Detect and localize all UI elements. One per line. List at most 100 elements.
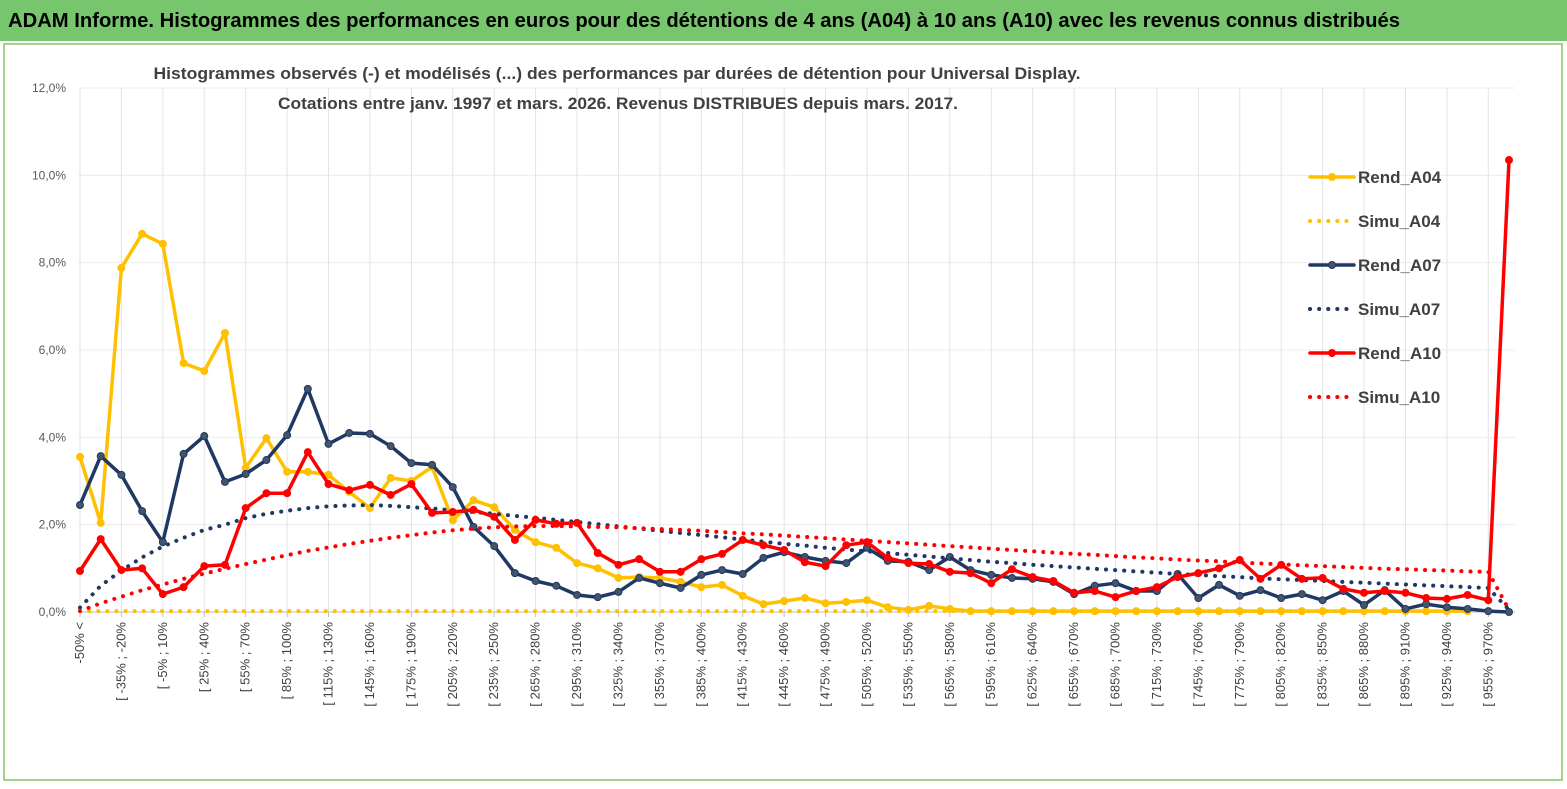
data-point bbox=[365, 480, 374, 489]
y-tick-label: 8,0% bbox=[39, 256, 67, 270]
observed-line bbox=[78, 158, 1511, 602]
data-point bbox=[303, 448, 312, 457]
data-point bbox=[531, 538, 540, 547]
x-tick-label: [ -35% ; -20% bbox=[113, 622, 128, 701]
x-tick-label: [ 325% ; 340% bbox=[610, 622, 625, 707]
data-point bbox=[1463, 604, 1472, 613]
data-point bbox=[469, 496, 478, 505]
data-point bbox=[1152, 583, 1161, 592]
x-tick-label: [ 85% ; 100% bbox=[279, 622, 294, 700]
data-point bbox=[676, 567, 685, 576]
x-tick-label: [ 265% ; 280% bbox=[528, 622, 543, 707]
legend-label: Simu_A10 bbox=[1358, 388, 1440, 407]
x-tick-label: [ 355% ; 370% bbox=[652, 622, 667, 707]
data-point bbox=[117, 263, 126, 272]
data-point bbox=[179, 359, 188, 368]
y-tick-label: 4,0% bbox=[39, 430, 67, 444]
data-point bbox=[1505, 156, 1513, 165]
data-point bbox=[448, 516, 457, 525]
data-point bbox=[718, 549, 727, 558]
data-point bbox=[821, 599, 830, 608]
data-point bbox=[800, 594, 809, 603]
data-point bbox=[531, 515, 540, 524]
data-point bbox=[842, 541, 851, 550]
data-point bbox=[593, 549, 602, 558]
data-point bbox=[738, 535, 747, 544]
data-point bbox=[552, 581, 561, 590]
simulated-line bbox=[78, 524, 1511, 614]
data-point bbox=[283, 431, 292, 440]
data-point bbox=[780, 597, 789, 606]
x-tick-label: [ 595% ; 610% bbox=[983, 622, 998, 707]
data-point bbox=[614, 573, 623, 582]
x-tick-label: [ 685% ; 700% bbox=[1108, 622, 1123, 707]
data-point bbox=[925, 559, 934, 568]
data-point bbox=[1401, 588, 1410, 597]
y-tick-label: 0,0% bbox=[39, 605, 67, 619]
legend-label: Simu_A07 bbox=[1358, 300, 1440, 319]
data-point bbox=[1132, 587, 1141, 596]
data-point bbox=[303, 384, 312, 393]
data-point bbox=[655, 579, 664, 588]
data-point bbox=[345, 486, 354, 495]
data-point bbox=[1090, 587, 1099, 596]
data-point bbox=[1463, 590, 1472, 599]
data-point bbox=[987, 579, 996, 588]
data-point bbox=[407, 480, 416, 489]
data-point bbox=[158, 538, 167, 547]
data-point bbox=[573, 518, 582, 527]
data-point bbox=[1484, 607, 1493, 616]
x-tick-label: [ 925% ; 940% bbox=[1439, 622, 1454, 707]
data-point bbox=[76, 501, 84, 510]
data-point bbox=[987, 570, 996, 579]
data-point bbox=[1111, 593, 1120, 602]
data-point bbox=[1194, 569, 1203, 578]
data-point bbox=[96, 518, 105, 527]
data-point bbox=[158, 590, 167, 599]
data-point bbox=[428, 508, 437, 517]
data-point bbox=[883, 603, 892, 612]
data-point bbox=[676, 583, 685, 592]
data-point bbox=[324, 470, 333, 479]
data-point bbox=[241, 504, 250, 513]
data-point bbox=[925, 601, 934, 610]
data-point bbox=[1070, 588, 1079, 597]
y-tick-label: 6,0% bbox=[39, 343, 67, 357]
data-point bbox=[1318, 573, 1327, 582]
data-point bbox=[862, 596, 871, 605]
data-point bbox=[552, 543, 561, 552]
chart-subtitle: Cotations entre janv. 1997 et mars. 2026… bbox=[278, 94, 958, 113]
chart-title: Histogrammes observés (-) et modélisés (… bbox=[154, 64, 1081, 83]
data-point bbox=[1215, 564, 1224, 573]
data-point bbox=[76, 566, 84, 575]
x-tick-label: [ 505% ; 520% bbox=[859, 622, 874, 707]
x-tick-label: [ 475% ; 490% bbox=[818, 622, 833, 707]
data-point bbox=[324, 439, 333, 448]
data-point bbox=[448, 508, 457, 517]
data-point bbox=[1401, 604, 1410, 613]
data-point bbox=[220, 477, 229, 486]
data-point bbox=[345, 428, 354, 437]
data-point bbox=[655, 567, 664, 576]
data-point bbox=[1049, 576, 1058, 585]
data-point bbox=[573, 559, 582, 568]
data-point bbox=[138, 507, 147, 516]
x-tick-label: [ 205% ; 220% bbox=[445, 622, 460, 707]
simulated-line bbox=[78, 503, 1511, 612]
data-point bbox=[96, 535, 105, 544]
data-point bbox=[283, 489, 292, 498]
legend-label: Simu_A04 bbox=[1358, 212, 1441, 231]
data-point bbox=[1505, 608, 1513, 616]
data-point bbox=[1442, 594, 1451, 603]
data-point bbox=[490, 512, 499, 521]
x-tick-label: [ 865% ; 880% bbox=[1356, 622, 1371, 707]
data-point bbox=[759, 541, 768, 550]
data-point bbox=[324, 480, 333, 489]
data-point bbox=[262, 456, 271, 465]
x-tick-label: [ 25% ; 40% bbox=[196, 622, 211, 693]
data-point bbox=[1256, 574, 1265, 583]
x-tick-label: [ 295% ; 310% bbox=[569, 622, 584, 707]
data-point bbox=[365, 429, 374, 438]
x-tick-label: [ 385% ; 400% bbox=[693, 622, 708, 707]
